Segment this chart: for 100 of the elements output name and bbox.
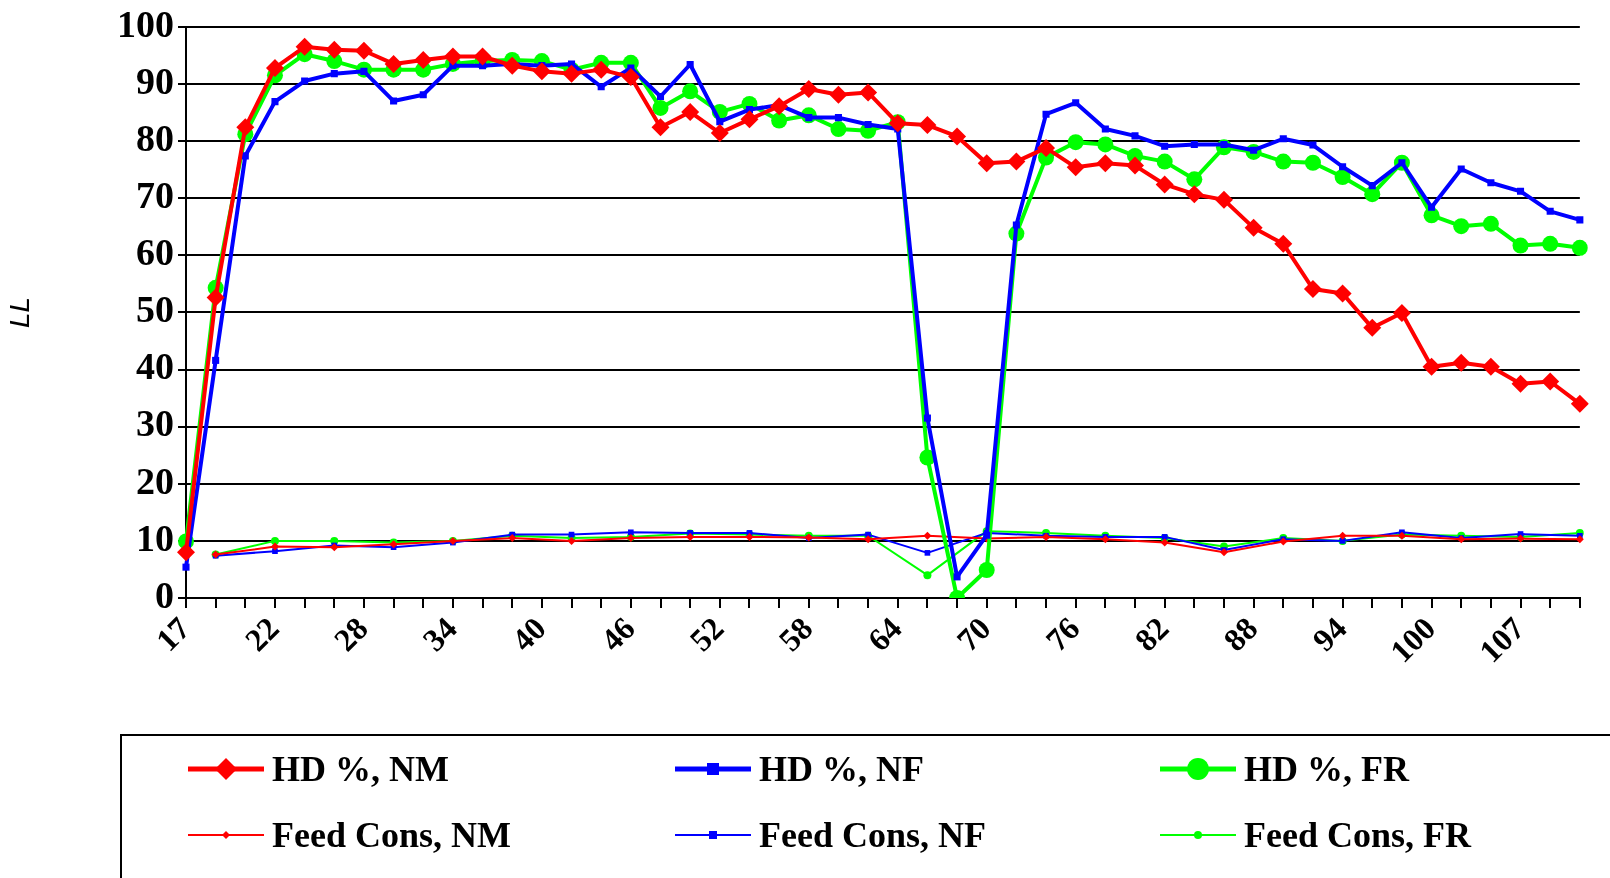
point <box>1126 156 1144 175</box>
point <box>1244 218 1263 237</box>
point <box>978 562 995 579</box>
point <box>716 118 724 126</box>
point <box>681 102 700 121</box>
legend-label: HD %, FR <box>1244 748 1409 790</box>
point <box>301 77 309 85</box>
x-tick-label: 52 <box>682 609 731 658</box>
point <box>532 62 551 81</box>
point <box>1219 548 1228 557</box>
point <box>330 70 338 78</box>
point <box>1160 538 1169 547</box>
point <box>1338 531 1347 540</box>
point <box>414 50 433 69</box>
legend-label: Feed Cons, NM <box>272 814 511 856</box>
point <box>864 535 873 544</box>
point <box>1457 165 1465 173</box>
point <box>390 97 398 105</box>
point <box>799 80 818 99</box>
point <box>1541 372 1560 391</box>
point <box>182 563 190 571</box>
x-tick-label: 94 <box>1305 609 1354 658</box>
point <box>1482 215 1499 232</box>
point <box>419 91 427 99</box>
legend-label: Feed Cons, FR <box>1244 814 1471 856</box>
x-tick-label: 100 <box>1382 609 1443 670</box>
point <box>1155 175 1174 194</box>
point <box>1575 535 1584 544</box>
point <box>597 83 605 91</box>
point <box>1334 169 1351 186</box>
point <box>1214 190 1233 209</box>
point <box>212 356 220 364</box>
point <box>562 64 581 83</box>
point <box>1042 110 1050 118</box>
point <box>1392 303 1411 322</box>
point <box>354 41 373 60</box>
point <box>473 47 492 66</box>
point <box>1422 357 1441 376</box>
point <box>1363 318 1382 337</box>
point <box>1101 125 1109 133</box>
x-tick-label: 58 <box>771 609 820 658</box>
legend-label: HD %, NM <box>272 748 449 790</box>
point <box>1333 284 1352 303</box>
point <box>1190 140 1198 148</box>
point <box>1570 394 1589 413</box>
point <box>621 68 640 87</box>
point <box>177 543 195 562</box>
x-tick-label: 64 <box>860 609 909 658</box>
point <box>1072 99 1080 107</box>
point <box>1066 158 1085 177</box>
x-tick-label: 88 <box>1216 609 1265 658</box>
point <box>864 120 872 129</box>
point <box>656 92 665 101</box>
point <box>1274 234 1293 253</box>
x-tick-label: 76 <box>1038 609 1087 658</box>
point <box>1481 357 1500 376</box>
point <box>771 112 788 129</box>
point <box>1279 135 1287 143</box>
point <box>1511 374 1530 393</box>
point <box>1512 237 1529 254</box>
y-tick-label: 20 <box>136 459 174 502</box>
point <box>503 56 522 75</box>
legend-label: Feed Cons, NF <box>759 814 986 856</box>
point <box>1546 207 1554 215</box>
point <box>652 99 669 116</box>
point <box>1131 132 1139 140</box>
point <box>1571 239 1588 256</box>
point <box>1309 141 1317 149</box>
point <box>1037 138 1056 157</box>
point <box>1304 154 1321 171</box>
point <box>830 121 847 138</box>
point <box>1096 154 1115 173</box>
point <box>1452 353 1471 372</box>
y-tick-label: 10 <box>136 516 174 559</box>
point <box>1279 537 1288 546</box>
x-tick-label: 70 <box>949 609 998 658</box>
point <box>325 40 344 59</box>
point <box>918 116 937 135</box>
point <box>1067 134 1084 151</box>
point <box>265 58 284 77</box>
point <box>923 571 932 580</box>
point <box>651 118 670 137</box>
point <box>206 288 225 307</box>
point <box>1161 142 1169 150</box>
point <box>770 97 789 116</box>
point <box>1576 216 1584 224</box>
x-tick-label: 107 <box>1471 609 1532 670</box>
point <box>271 98 279 106</box>
point <box>1275 153 1292 170</box>
y-axis-title: LL <box>3 296 35 328</box>
point <box>1487 179 1495 187</box>
point <box>682 83 699 100</box>
y-tick-label: 60 <box>136 231 174 274</box>
point <box>1428 203 1436 211</box>
point <box>829 85 848 104</box>
point <box>1097 136 1114 153</box>
x-tick-label: 40 <box>504 609 553 658</box>
point <box>924 550 931 556</box>
point <box>628 529 634 536</box>
legend-label: HD %, NF <box>759 748 924 790</box>
